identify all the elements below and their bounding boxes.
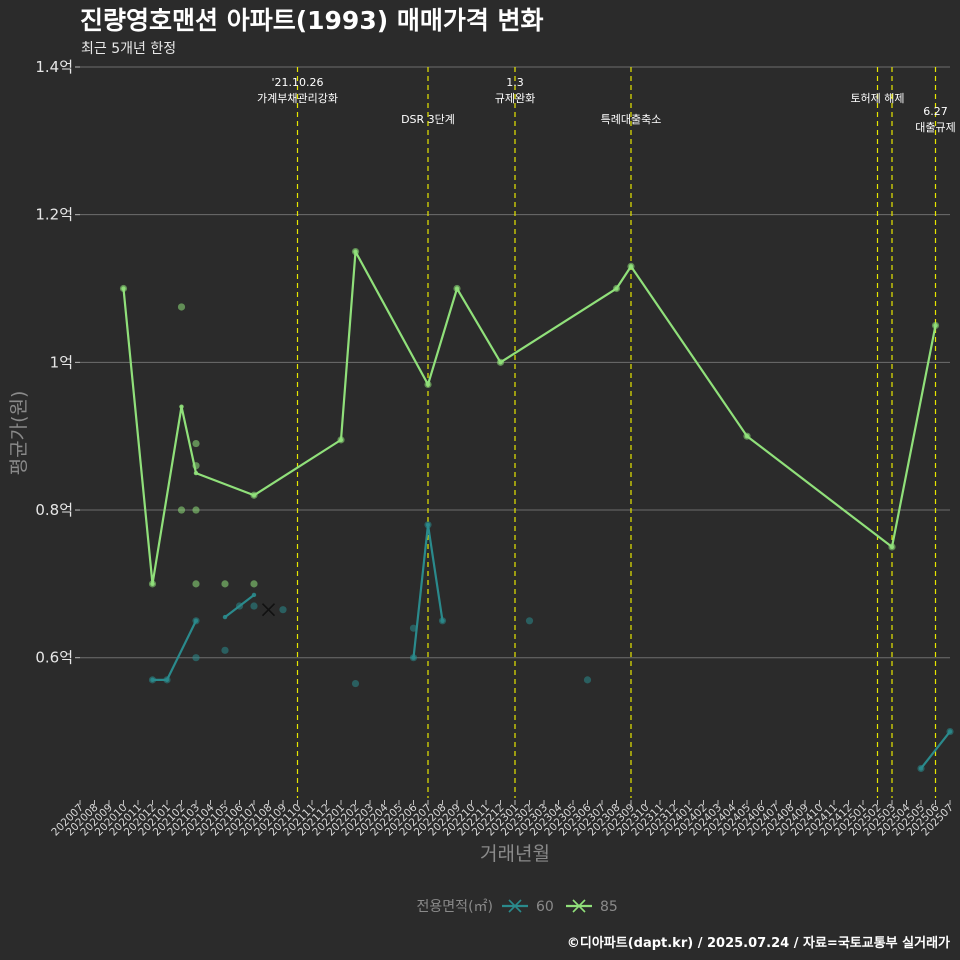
y-tick-label: 0.6억 bbox=[35, 649, 73, 667]
line-vertex-85 bbox=[338, 437, 344, 443]
series-line-60 bbox=[920, 730, 951, 770]
chart-subtitle: 최근 5개년 한정 bbox=[81, 41, 176, 57]
data-point-85 bbox=[192, 439, 200, 448]
line-vertex-60 bbox=[251, 592, 257, 598]
line-vertex-85 bbox=[744, 433, 750, 439]
y-axis-ticks: 0.6억 0.8억 1억 1.2억 1.4억 bbox=[35, 58, 80, 667]
line-vertex-60 bbox=[150, 677, 155, 683]
event-label: 가계부채관리강화 bbox=[257, 92, 338, 105]
event-label: DSR 3단계 bbox=[401, 113, 455, 126]
line-vertex-85 bbox=[121, 286, 126, 291]
line-vertex-60 bbox=[440, 618, 445, 623]
event-label: 대출규제 bbox=[915, 121, 955, 134]
line-vertex-60 bbox=[411, 655, 416, 660]
data-point-85 bbox=[192, 506, 200, 514]
data-point-85 bbox=[177, 303, 186, 311]
legend-key-cross bbox=[508, 899, 522, 913]
event-label: 1.3 bbox=[506, 76, 524, 89]
line-vertex-85 bbox=[425, 382, 431, 387]
series-line-60 bbox=[224, 594, 255, 618]
y-tick-label: 1억 bbox=[50, 353, 73, 371]
line-vertex-60 bbox=[222, 614, 228, 620]
line-vertex-85 bbox=[150, 581, 155, 587]
data-point-85 bbox=[250, 580, 258, 588]
event-label: 규제완화 bbox=[495, 92, 535, 105]
line-vertex-85 bbox=[193, 470, 199, 476]
line-vertex-85 bbox=[498, 360, 503, 365]
chart-caption: ©디아파트(dapt.kr) / 2025.07.24 / 자료=국토교통부 실… bbox=[567, 935, 950, 951]
data-point-60 bbox=[351, 679, 360, 688]
data-point-85 bbox=[221, 580, 229, 588]
line-vertex-85 bbox=[251, 493, 257, 498]
data-point-85 bbox=[192, 580, 200, 588]
legend: 전용면적(㎡) 60 85 bbox=[417, 899, 618, 915]
line-vertex-60 bbox=[425, 522, 431, 527]
line-vertex-85 bbox=[353, 249, 358, 254]
legend-label: 85 bbox=[600, 899, 618, 915]
legend-key-cross bbox=[572, 899, 586, 913]
event-label: 6.27 bbox=[923, 105, 948, 118]
line-vertex-85 bbox=[614, 286, 619, 291]
y-axis-title: 평균가(원) bbox=[8, 391, 30, 476]
data-series bbox=[119, 247, 954, 773]
line-vertex-60 bbox=[947, 729, 953, 734]
legend-title: 전용면적(㎡) bbox=[417, 899, 493, 915]
line-vertex-85 bbox=[889, 544, 895, 550]
data-point-60 bbox=[409, 624, 418, 632]
line-vertex-85 bbox=[454, 286, 460, 291]
data-point-60 bbox=[583, 676, 592, 684]
legend-label: 60 bbox=[536, 899, 554, 915]
data-point-85 bbox=[177, 506, 186, 514]
y-tick-label: 1.2억 bbox=[35, 206, 73, 224]
event-label: 토허제 해제 bbox=[850, 91, 904, 105]
line-vertex-60 bbox=[193, 618, 199, 623]
line-vertex-60 bbox=[918, 766, 924, 771]
x-axis-title: 거래년월 bbox=[480, 843, 550, 865]
cross-marker-60 bbox=[261, 603, 276, 617]
data-point-60 bbox=[192, 654, 200, 662]
event-label: '21.10.26 bbox=[271, 76, 323, 89]
data-point-60 bbox=[221, 646, 229, 654]
line-vertex-85 bbox=[628, 264, 634, 269]
y-tick-label: 0.8억 bbox=[35, 501, 73, 519]
line-vertex-60 bbox=[164, 677, 170, 683]
data-point-60 bbox=[525, 617, 534, 625]
line-vertex-85 bbox=[933, 323, 938, 328]
chart-title: 진량영호맨션 아파트(1993) 매매가격 변화 bbox=[80, 6, 544, 35]
line-vertex-85 bbox=[179, 404, 184, 409]
event-label: 특례대출축소 bbox=[601, 113, 662, 126]
data-point-60 bbox=[250, 602, 258, 610]
data-point-60 bbox=[279, 606, 287, 614]
y-tick-label: 1.4억 bbox=[35, 58, 73, 76]
